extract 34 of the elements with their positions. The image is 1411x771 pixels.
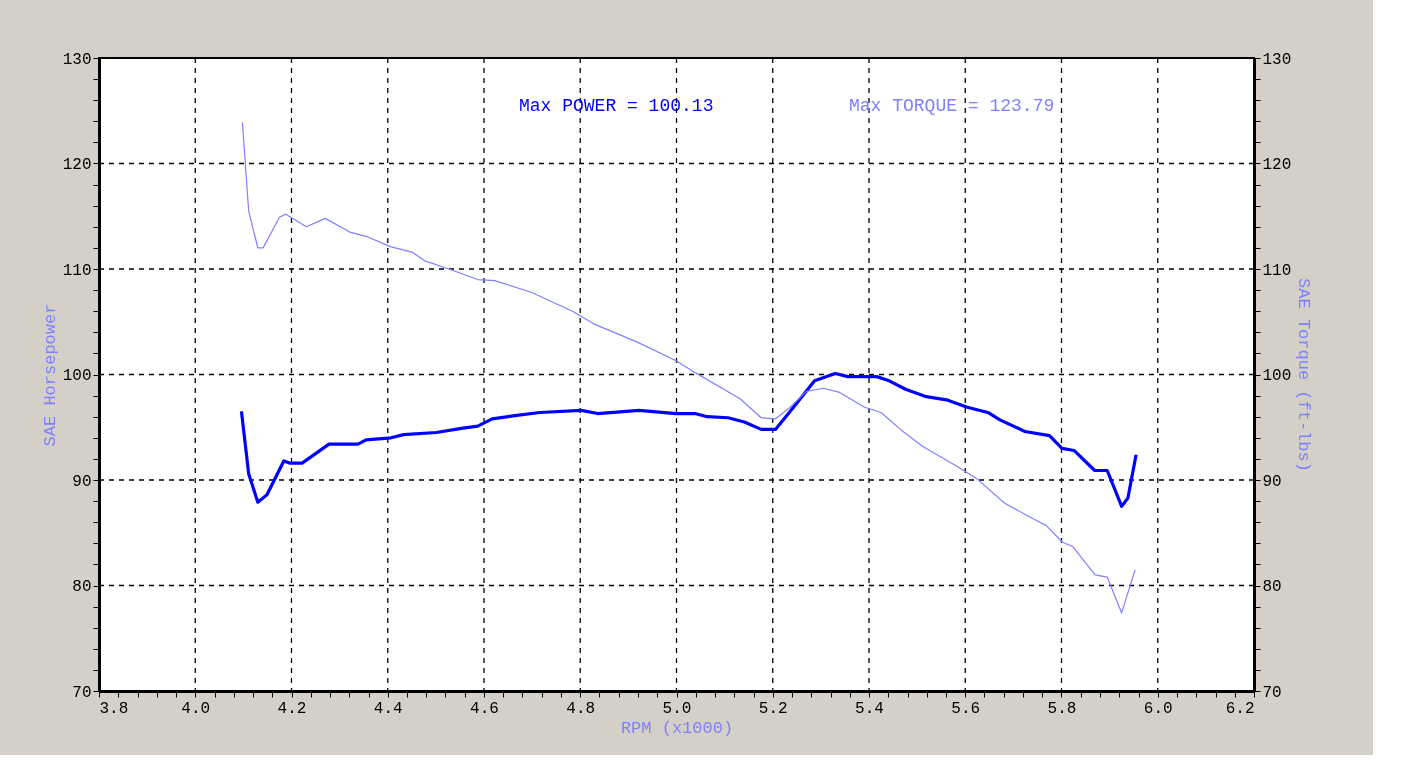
annotation: Max POWER = 100.13 <box>519 96 714 116</box>
x-tick-label: 5.4 <box>855 699 884 718</box>
y-tick-label: 80 <box>72 578 92 596</box>
x-axis-title: RPM (x1000) <box>620 718 734 738</box>
y2-tick-label: 110 <box>1262 261 1292 280</box>
x-tick-label: 5.0 <box>662 699 692 718</box>
annotation: Max TORQUE = 123.79 <box>849 96 1055 116</box>
x-tick-label: 3.8 <box>99 699 129 718</box>
x-tick-label: 5.8 <box>1047 699 1077 718</box>
line-series <box>241 121 1136 614</box>
line-series <box>239 371 1138 508</box>
y2-axis-title: SAE Torque (ft-lbs) <box>1294 278 1314 472</box>
x-tick-label: 4.2 <box>277 699 307 718</box>
y2-tick-label: 130 <box>1262 50 1292 69</box>
x-tick-label: 5.6 <box>951 699 981 718</box>
y2-tick-label: 70 <box>1262 683 1282 702</box>
y-tick-label: 90 <box>72 472 92 491</box>
y-tick-label: 70 <box>72 683 92 702</box>
x-tick-label: 5.2 <box>758 699 788 718</box>
x-tick-label: 4.6 <box>470 699 499 718</box>
y2-tick-label: 90 <box>1262 472 1282 491</box>
x-tick-label: 4.0 <box>181 699 211 718</box>
x-tick-label: 6.0 <box>1143 699 1173 718</box>
y-tick-label: 100 <box>62 367 92 385</box>
x-tick-label: 4.8 <box>566 699 596 718</box>
y-axis-title: SAE Horsepower <box>40 303 60 447</box>
y-tick-label: 120 <box>62 156 92 174</box>
x-tick-label: 6.2 <box>1225 699 1255 718</box>
x-tick-label: 4.4 <box>373 699 403 718</box>
y2-tick-label: 100 <box>1262 367 1292 385</box>
y-tick-label: 110 <box>62 261 92 280</box>
y2-tick-label: 80 <box>1262 578 1282 596</box>
y2-tick-label: 120 <box>1262 156 1292 174</box>
y-tick-label: 130 <box>62 50 92 69</box>
